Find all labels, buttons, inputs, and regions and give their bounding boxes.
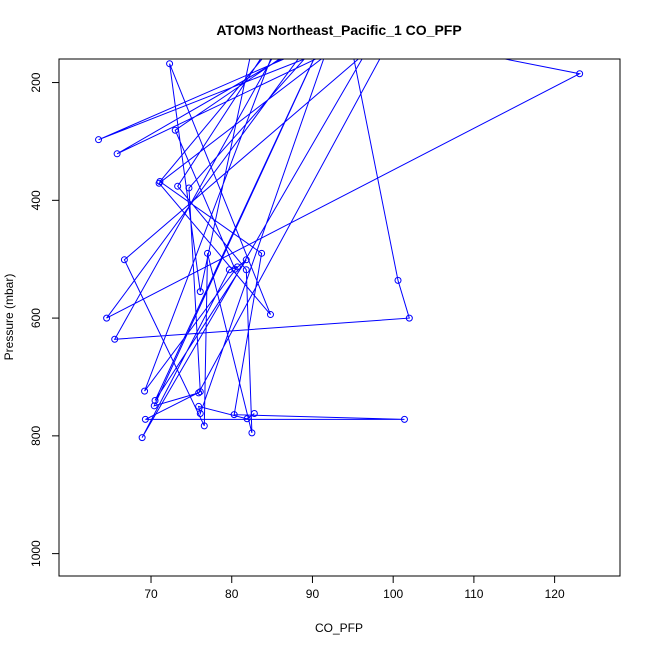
data-point [150, 402, 158, 410]
x-axis-label: CO_PFP [315, 621, 363, 635]
series-layer [95, 8, 584, 442]
y-tick-label: 800 [29, 426, 43, 446]
data-point [113, 150, 121, 158]
x-tick-label: 120 [545, 587, 565, 601]
series-line [98, 59, 582, 438]
x-tick-label: 80 [225, 587, 239, 601]
data-point [230, 411, 238, 419]
data-point [185, 184, 193, 192]
data-point [250, 409, 258, 417]
data-point [174, 182, 182, 190]
data-point [141, 415, 149, 423]
data-point [394, 276, 402, 284]
data-point [103, 314, 111, 322]
data-point [141, 387, 149, 395]
chart-title: ATOM3 Northeast_Pacific_1 CO_PFP [216, 22, 461, 38]
plot-area-frame [58, 58, 621, 577]
x-tick-label: 70 [144, 587, 158, 601]
data-point [248, 429, 256, 437]
y-tick-label: 400 [29, 190, 43, 210]
x-axis: 70 80 90 100 110 120 [144, 575, 565, 601]
data-point [257, 8, 263, 14]
data-point [95, 136, 103, 144]
y-tick-label: 1000 [29, 540, 43, 567]
data-point [195, 389, 203, 397]
data-point [196, 409, 204, 417]
data-point [400, 415, 408, 423]
data-point [156, 177, 164, 185]
data-point [243, 415, 251, 423]
data-point [111, 335, 119, 343]
data-point [242, 266, 250, 274]
data-point [171, 126, 179, 134]
data-point [151, 397, 159, 405]
data-point [195, 402, 203, 410]
data-point [576, 70, 584, 78]
x-tick-label: 100 [383, 587, 403, 601]
data-point [138, 434, 146, 442]
data-point [266, 311, 274, 319]
data-point [196, 288, 204, 296]
y-tick-label: 200 [29, 72, 43, 92]
data-point [200, 422, 208, 430]
data-point [204, 249, 212, 257]
data-point [166, 60, 174, 68]
y-axis-label: Pressure (mbar) [2, 274, 16, 361]
data-point [258, 249, 266, 257]
x-tick-label: 90 [306, 587, 320, 601]
y-tick-label: 600 [29, 308, 43, 328]
data-point [120, 256, 128, 264]
data-point [399, 15, 405, 21]
x-tick-label: 110 [464, 587, 483, 601]
data-point [196, 388, 204, 396]
data-point [233, 263, 241, 271]
data-point [405, 314, 413, 322]
data-point [231, 265, 239, 273]
y-axis: 200 400 600 800 1000 [29, 72, 60, 567]
data-point [242, 256, 250, 264]
